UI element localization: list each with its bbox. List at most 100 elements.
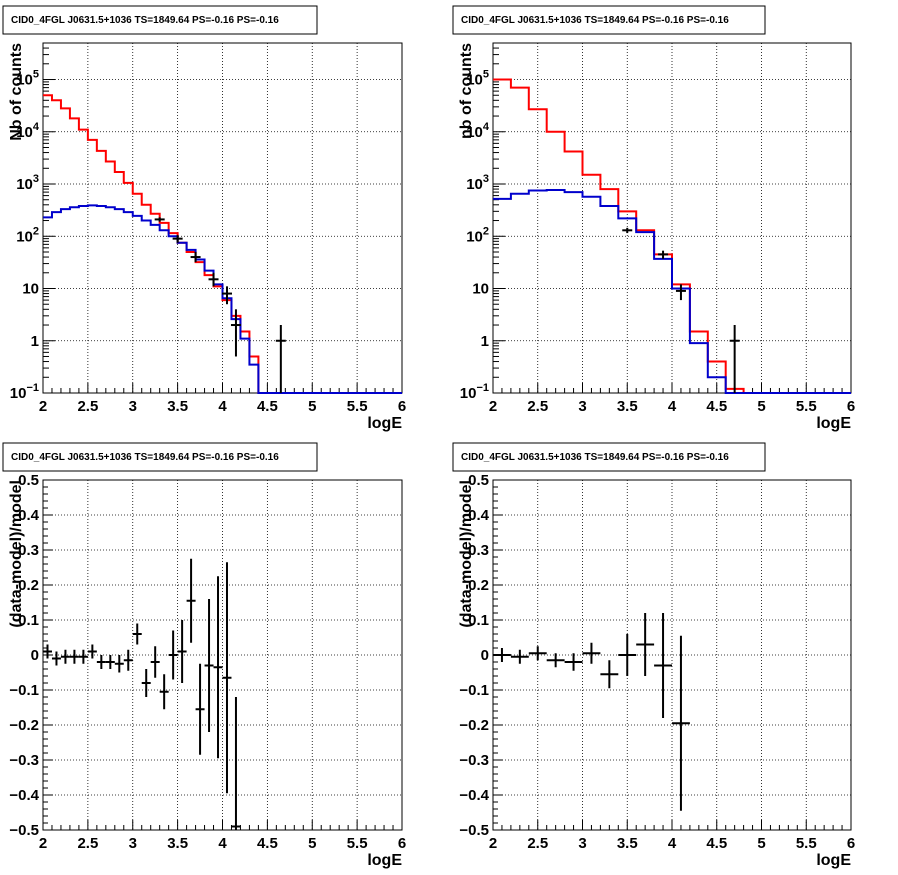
y-axis-label: Nb of counts — [8, 43, 25, 141]
y-tick-label: 0.4 — [468, 507, 490, 524]
x-axis-label: logE — [367, 415, 402, 432]
y-tick-base: 10 — [466, 176, 483, 193]
y-tick-exponent: 4 — [483, 121, 490, 133]
x-tick-label: 3 — [129, 398, 137, 415]
x-tick-label: 2 — [39, 835, 47, 852]
y-tick-exponent: 5 — [33, 69, 39, 81]
y-tick-exponent: 2 — [33, 225, 39, 237]
histogram-model-total — [493, 78, 851, 394]
x-tick-label: 3.5 — [617, 398, 638, 415]
x-tick-label: 5.5 — [347, 398, 368, 415]
y-tick-label: −0.3 — [9, 752, 39, 769]
y-tick-label: 1 — [31, 333, 39, 350]
x-tick-label: 2 — [489, 398, 497, 415]
x-axis-label: logE — [367, 852, 402, 869]
y-tick-label: 1 — [481, 333, 489, 350]
x-tick-label: 4 — [668, 398, 677, 415]
y-tick-base: 10 — [22, 281, 39, 298]
y-tick-base: 10 — [16, 124, 33, 141]
x-tick-label: 4.5 — [706, 835, 727, 852]
y-tick-label: 10 — [22, 281, 39, 298]
y-axis-label: (data-model)/model — [458, 480, 475, 628]
y-tick-label: 0.2 — [468, 577, 489, 594]
x-tick-label: 2.5 — [77, 835, 98, 852]
y-tick-label: 0 — [31, 647, 39, 664]
chart-panel-3: CID0_4FGL J0631.5+1036 TS=1849.64 PS=-0.… — [2, 442, 406, 869]
y-tick-label: 10−1 — [460, 382, 489, 402]
x-tick-label: 4 — [218, 398, 227, 415]
x-tick-label: 3.5 — [167, 835, 188, 852]
x-tick-label: 6 — [398, 398, 406, 415]
y-tick-base: 10 — [466, 228, 483, 245]
y-tick-label: −0.2 — [459, 717, 489, 734]
x-tick-label: 6 — [398, 835, 406, 852]
x-tick-label: 3.5 — [617, 835, 638, 852]
y-tick-label: 104 — [466, 121, 490, 141]
chart-panel-2: CID0_4FGL J0631.5+1036 TS=1849.64 PS=-0.… — [452, 5, 855, 432]
y-tick-exponent: 4 — [33, 121, 40, 133]
y-tick-label: 0.2 — [18, 577, 39, 594]
y-tick-label: −0.1 — [9, 682, 39, 699]
y-tick-label: 10−1 — [10, 382, 39, 402]
x-tick-label: 3 — [578, 835, 586, 852]
chart-title: CID0_4FGL J0631.5+1036 TS=1849.64 PS=-0.… — [461, 15, 729, 26]
y-tick-label: 104 — [16, 121, 40, 141]
x-tick-label: 5 — [308, 398, 316, 415]
y-tick-label: 103 — [466, 173, 489, 193]
y-tick-base: 10 — [16, 176, 33, 193]
x-tick-label: 5.5 — [347, 835, 368, 852]
y-tick-exponent: 3 — [483, 173, 489, 185]
x-tick-label: 2.5 — [77, 398, 98, 415]
y-tick-base: 1 — [481, 333, 489, 350]
x-tick-label: 3.5 — [167, 398, 188, 415]
x-axis-label: logE — [816, 852, 851, 869]
plot-frame — [42, 479, 403, 831]
chart-panel-1: CID0_4FGL J0631.5+1036 TS=1849.64 PS=-0.… — [2, 5, 406, 432]
y-tick-label: 105 — [16, 69, 39, 89]
y-tick-exponent: −1 — [26, 382, 39, 394]
title-box — [2, 5, 318, 35]
histogram-model-source — [493, 188, 851, 394]
y-tick-label: 0.3 — [18, 542, 39, 559]
y-tick-label: 105 — [466, 69, 489, 89]
histogram-model-source — [43, 204, 402, 394]
y-tick-label: 0.1 — [468, 612, 489, 629]
x-tick-label: 4.5 — [706, 398, 727, 415]
y-axis-label: nb of counts — [458, 43, 475, 139]
y-tick-label: −0.4 — [9, 787, 39, 804]
x-tick-label: 5.5 — [796, 835, 817, 852]
chart-title: CID0_4FGL J0631.5+1036 TS=1849.64 PS=-0.… — [11, 15, 279, 26]
y-tick-label: 0.1 — [18, 612, 39, 629]
y-tick-label: −0.3 — [459, 752, 489, 769]
y-tick-label: 0.4 — [18, 507, 40, 524]
x-tick-label: 5.5 — [796, 398, 817, 415]
y-tick-label: 0.5 — [468, 472, 489, 489]
x-tick-label: 6 — [847, 398, 855, 415]
y-tick-exponent: 5 — [483, 69, 489, 81]
y-tick-exponent: 2 — [483, 225, 489, 237]
y-tick-label: 102 — [16, 225, 39, 245]
x-tick-label: 2.5 — [527, 835, 548, 852]
chart-title: CID0_4FGL J0631.5+1036 TS=1849.64 PS=-0.… — [461, 452, 729, 463]
y-tick-base: 10 — [466, 72, 483, 89]
x-tick-label: 3 — [578, 398, 586, 415]
y-tick-base: 10 — [460, 385, 477, 402]
x-tick-label: 5 — [757, 835, 765, 852]
y-tick-label: −0.5 — [459, 822, 489, 839]
y-tick-base: 10 — [466, 124, 483, 141]
y-tick-base: 10 — [10, 385, 27, 402]
x-tick-label: 6 — [847, 835, 855, 852]
y-tick-label: −0.2 — [9, 717, 39, 734]
chart-title: CID0_4FGL J0631.5+1036 TS=1849.64 PS=-0.… — [11, 452, 279, 463]
y-tick-label: −0.5 — [9, 822, 39, 839]
x-tick-label: 2 — [489, 835, 497, 852]
x-tick-label: 3 — [129, 835, 137, 852]
x-tick-label: 4.5 — [257, 835, 278, 852]
y-tick-exponent: −1 — [476, 382, 489, 394]
x-tick-label: 4 — [218, 835, 227, 852]
title-box — [452, 442, 766, 472]
x-tick-label: 5 — [308, 835, 316, 852]
y-tick-label: 0 — [481, 647, 489, 664]
y-tick-base: 1 — [31, 333, 39, 350]
